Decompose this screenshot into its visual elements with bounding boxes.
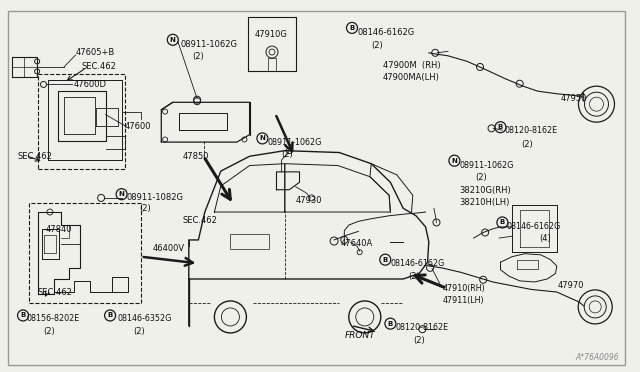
Text: 08146-6162G: 08146-6162G xyxy=(390,259,445,268)
Text: 08911-1062G: 08911-1062G xyxy=(460,161,514,170)
Text: FRONT: FRONT xyxy=(344,331,375,340)
Text: 46400V: 46400V xyxy=(152,244,184,253)
Text: 08156-8202E: 08156-8202E xyxy=(27,314,80,323)
Text: B: B xyxy=(383,257,388,263)
Text: (2): (2) xyxy=(192,52,204,61)
Text: 47970: 47970 xyxy=(558,281,584,290)
Text: N: N xyxy=(118,191,125,197)
Text: (2): (2) xyxy=(282,150,293,159)
Text: (4): (4) xyxy=(540,234,551,243)
Text: 08120-8162E: 08120-8162E xyxy=(504,126,557,135)
Bar xyxy=(230,234,269,249)
Text: 47900MA(LH): 47900MA(LH) xyxy=(383,73,440,81)
Text: (2): (2) xyxy=(133,327,145,336)
Text: B: B xyxy=(500,219,505,225)
Bar xyxy=(29,203,141,303)
Text: 08146-6162G: 08146-6162G xyxy=(507,222,561,231)
Text: 47850: 47850 xyxy=(182,153,209,161)
Text: 38210G(RH): 38210G(RH) xyxy=(460,186,511,195)
Text: B: B xyxy=(388,321,393,327)
Text: 47910G: 47910G xyxy=(255,30,287,39)
Text: 08911-1062G: 08911-1062G xyxy=(268,138,322,147)
Text: 47640A: 47640A xyxy=(341,239,373,248)
Text: 08120-8162E: 08120-8162E xyxy=(396,323,449,332)
Text: 47605+B: 47605+B xyxy=(76,48,115,57)
Text: N: N xyxy=(451,158,458,164)
Text: 47600: 47600 xyxy=(125,122,151,131)
Text: (2): (2) xyxy=(371,41,383,50)
Text: N: N xyxy=(170,37,176,43)
Text: 47930: 47930 xyxy=(296,196,322,205)
Text: 08911-1082G: 08911-1082G xyxy=(126,193,183,202)
Text: N: N xyxy=(259,135,266,141)
Text: (2): (2) xyxy=(408,272,420,280)
Text: B: B xyxy=(349,25,355,31)
Text: (2): (2) xyxy=(476,173,487,182)
Text: 08146-6352G: 08146-6352G xyxy=(117,314,172,323)
Text: SEC.462: SEC.462 xyxy=(82,62,116,71)
Text: (2): (2) xyxy=(44,327,55,336)
Text: B: B xyxy=(108,312,113,318)
Text: (2): (2) xyxy=(140,204,151,213)
Text: 08911-1062G: 08911-1062G xyxy=(180,40,237,49)
Text: (2): (2) xyxy=(522,140,533,149)
Text: (2): (2) xyxy=(413,336,424,345)
Text: B: B xyxy=(498,124,503,130)
Text: 47900M  (RH): 47900M (RH) xyxy=(383,61,440,70)
Text: 08146-6162G: 08146-6162G xyxy=(357,28,414,37)
Text: 47600D: 47600D xyxy=(74,80,107,89)
Text: 47840: 47840 xyxy=(46,225,72,234)
Bar xyxy=(38,74,125,169)
Text: A*76A0096: A*76A0096 xyxy=(576,353,620,362)
Text: 47911(LH): 47911(LH) xyxy=(443,296,484,305)
Text: SEC.462: SEC.462 xyxy=(37,288,72,296)
Text: 47950: 47950 xyxy=(561,94,587,103)
Text: B: B xyxy=(20,312,26,318)
Text: 38210H(LH): 38210H(LH) xyxy=(460,198,510,207)
Text: SEC.462: SEC.462 xyxy=(182,216,217,225)
Text: SEC.462: SEC.462 xyxy=(18,152,52,161)
Text: 47910(RH): 47910(RH) xyxy=(443,284,486,293)
